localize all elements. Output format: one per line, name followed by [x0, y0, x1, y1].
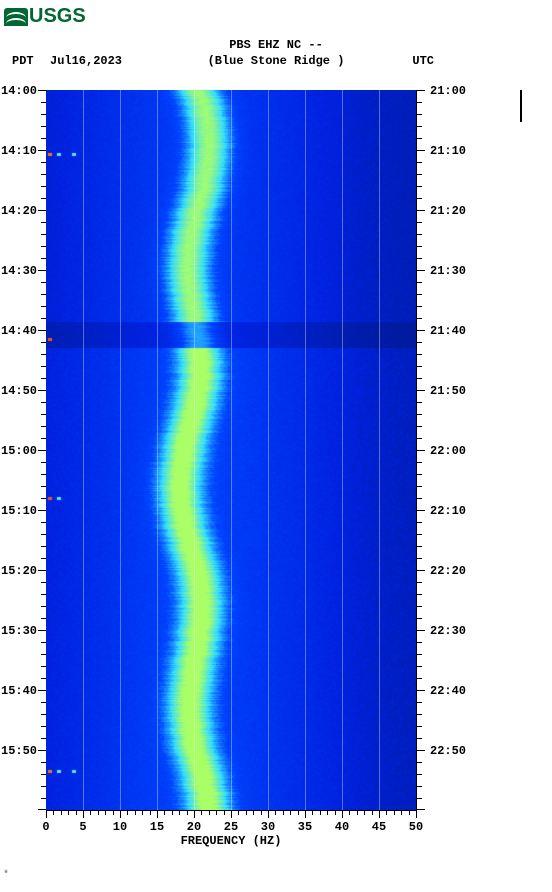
- chart-title: PBS EHZ NC --: [0, 38, 552, 52]
- x-tick-label: 10: [113, 820, 127, 834]
- left-time-label: 15:00: [1, 444, 2, 458]
- grid-line: [231, 90, 232, 810]
- grid-line: [120, 90, 121, 810]
- spectrogram-plot: [46, 90, 416, 810]
- x-tick-label: 20: [187, 820, 201, 834]
- left-time-label: 15:20: [1, 564, 2, 578]
- x-tick-label: 45: [372, 820, 386, 834]
- left-time-label: 14:30: [1, 264, 2, 278]
- x-tick-label: 40: [335, 820, 349, 834]
- right-time-label: 21:10: [430, 144, 466, 158]
- x-tick-label: 15: [150, 820, 164, 834]
- left-time-label: 15:30: [1, 624, 2, 638]
- footer-mark: *: [3, 870, 9, 881]
- right-time-label: 21:00: [430, 84, 466, 98]
- x-tick-label: 35: [298, 820, 312, 834]
- right-tick-marks: [417, 90, 425, 810]
- usgs-logo-text: USGS: [29, 5, 86, 28]
- left-tick-marks: [38, 90, 46, 810]
- left-time-label: 15:50: [1, 744, 2, 758]
- spectrogram-page: USGS PBS EHZ NC -- PDT Jul16,2023 (Blue …: [0, 0, 552, 892]
- grid-line: [342, 90, 343, 810]
- x-tick-label: 0: [42, 820, 49, 834]
- left-time-label: 14:00: [1, 84, 2, 98]
- left-time-label: 14:50: [1, 384, 2, 398]
- right-timezone-label: UTC: [412, 54, 434, 68]
- usgs-wave-icon: [4, 8, 28, 26]
- right-time-label: 22:10: [430, 504, 466, 518]
- right-time-label: 22:20: [430, 564, 466, 578]
- left-time-label: 14:10: [1, 144, 2, 158]
- right-time-label: 22:40: [430, 684, 466, 698]
- right-time-label: 22:50: [430, 744, 466, 758]
- grid-line: [194, 90, 195, 810]
- x-tick-label: 50: [409, 820, 423, 834]
- x-axis-title: FREQUENCY (HZ): [46, 834, 416, 848]
- x-tick-label: 25: [224, 820, 238, 834]
- right-time-label: 21:50: [430, 384, 466, 398]
- left-time-label: 14:40: [1, 324, 2, 338]
- left-time-label: 14:20: [1, 204, 2, 218]
- chart-header: PBS EHZ NC -- PDT Jul16,2023 (Blue Stone…: [0, 38, 552, 54]
- right-time-label: 22:00: [430, 444, 466, 458]
- left-time-label: 15:40: [1, 684, 2, 698]
- right-time-label: 22:30: [430, 624, 466, 638]
- right-time-label: 21:40: [430, 324, 466, 338]
- grid-line: [305, 90, 306, 810]
- x-tick-label: 5: [79, 820, 86, 834]
- grid-line: [157, 90, 158, 810]
- station-name: (Blue Stone Ridge ): [0, 54, 552, 68]
- left-time-label: 15:10: [1, 504, 2, 518]
- right-time-label: 21:20: [430, 204, 466, 218]
- right-margin-mark: [520, 90, 522, 122]
- grid-line: [379, 90, 380, 810]
- grid-line: [83, 90, 84, 810]
- x-tick-label: 30: [261, 820, 275, 834]
- grid-line: [268, 90, 269, 810]
- usgs-logo: USGS: [4, 5, 86, 27]
- right-time-label: 21:30: [430, 264, 466, 278]
